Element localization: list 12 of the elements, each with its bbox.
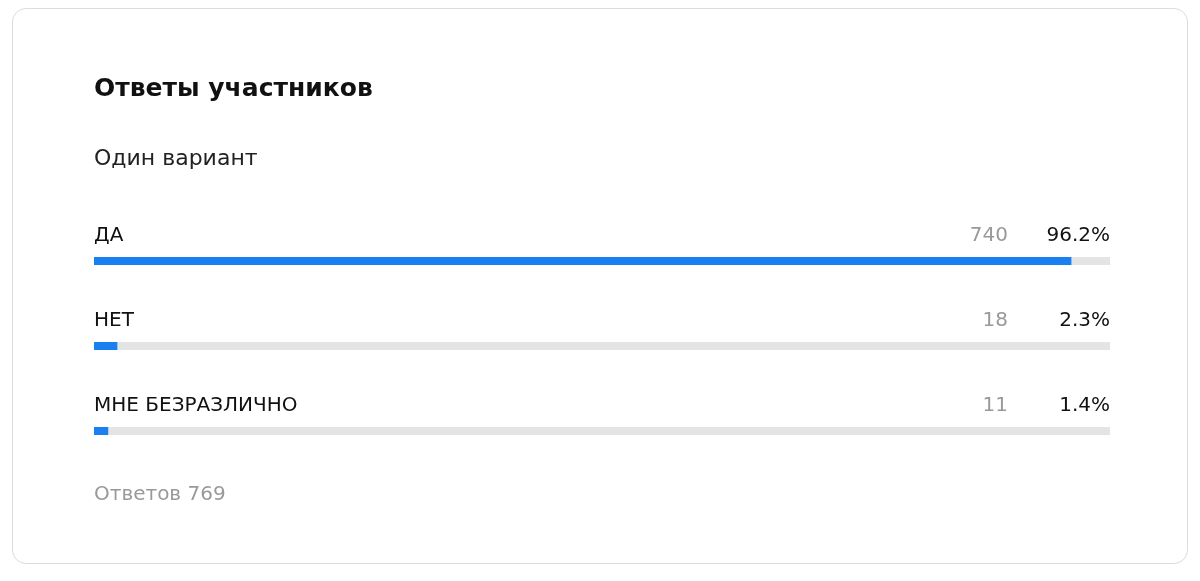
annotation: 740 xyxy=(969,222,1008,246)
y-tick-label: МНЕ БЕЗРАЗЛИЧНО xyxy=(94,392,298,416)
data-label: 96.2% xyxy=(1046,222,1110,246)
y-tick-label: НЕТ xyxy=(94,307,135,331)
data-label: 1.4% xyxy=(1059,392,1110,416)
annotation: 11 xyxy=(982,392,1008,416)
y-tick-label: ДА xyxy=(94,222,124,246)
chart-title: Ответы участников xyxy=(94,73,373,102)
annotation: 18 xyxy=(982,307,1008,331)
data-label: 2.3% xyxy=(1059,307,1110,331)
text: Ответов 769 xyxy=(94,481,226,505)
chart-subtitle: Один вариант xyxy=(94,145,258,170)
